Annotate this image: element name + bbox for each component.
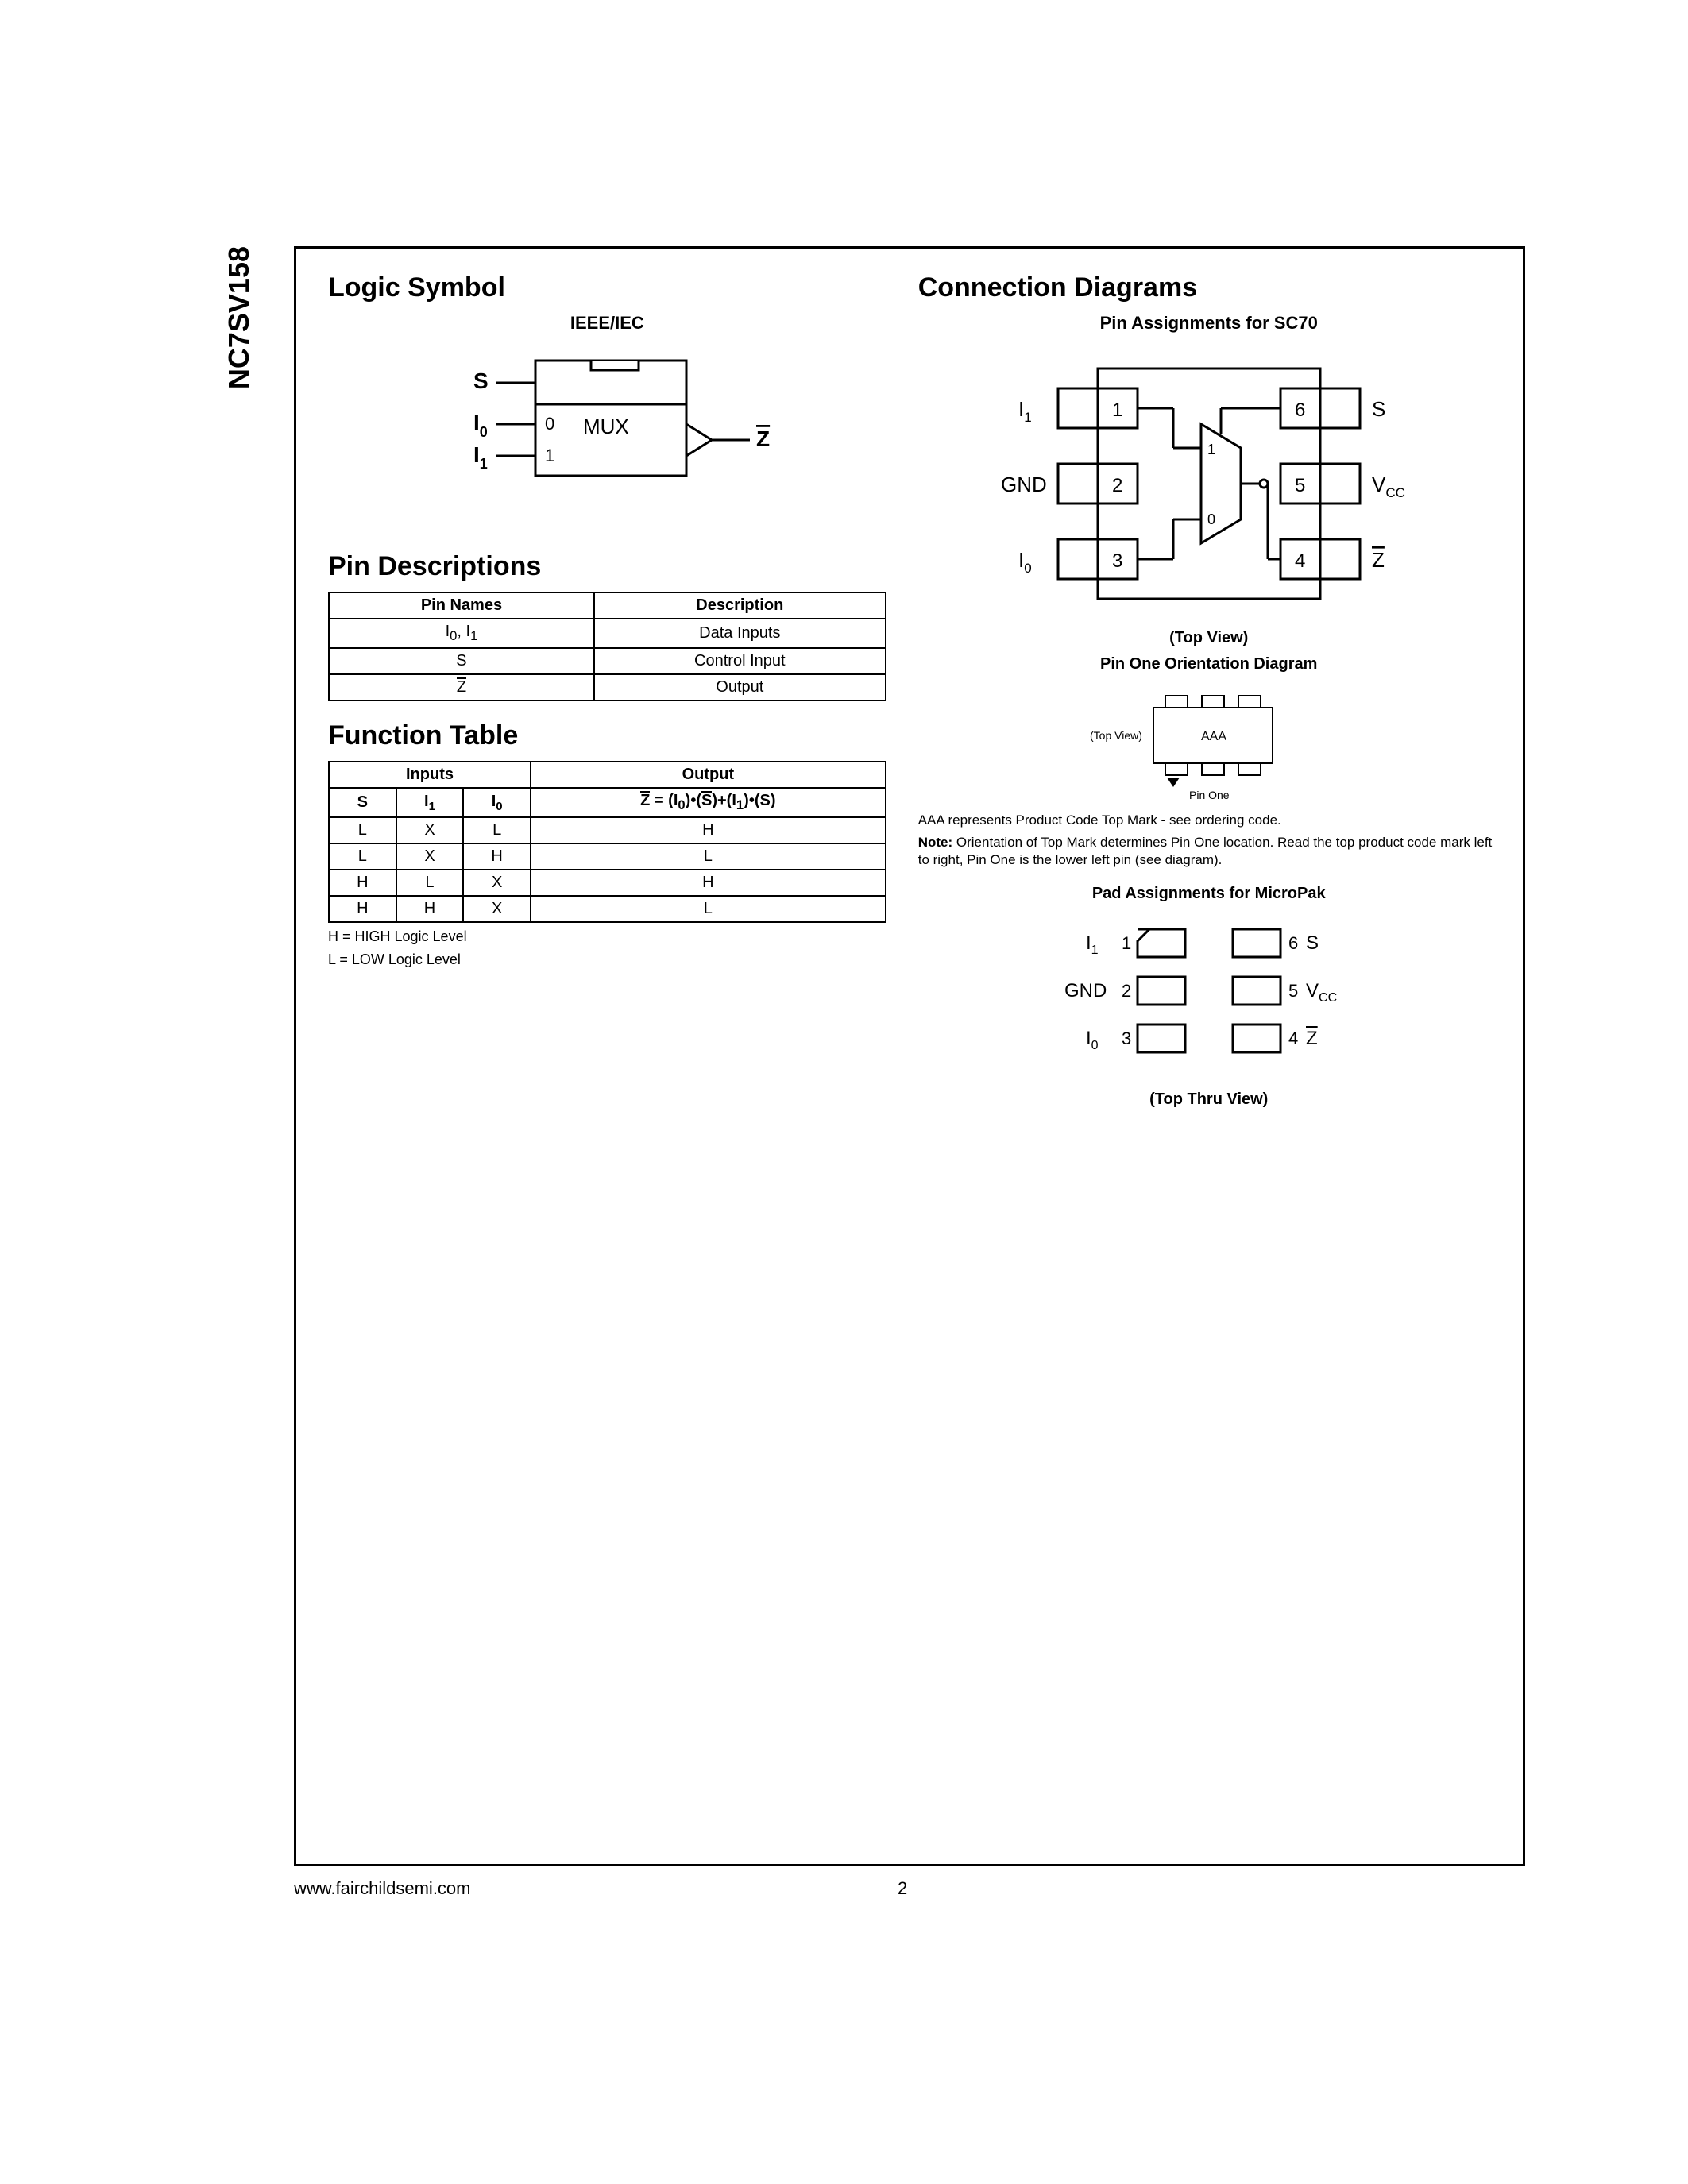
orientation-title: Pin One Orientation Diagram xyxy=(918,655,1500,673)
svg-text:3: 3 xyxy=(1122,1028,1131,1048)
svg-text:1: 1 xyxy=(1112,399,1122,421)
orientation-diagram: (Top View) AAA Pin One xyxy=(1066,680,1352,807)
aaa-note: AAA represents Product Code Top Mark - s… xyxy=(918,812,1500,829)
logic-symbol-subtitle: IEEE/IEC xyxy=(328,313,886,334)
footer-url: www.fairchildsemi.com xyxy=(294,1878,471,1899)
svg-text:4: 4 xyxy=(1295,550,1305,572)
logic-symbol-title: Logic Symbol xyxy=(328,272,886,303)
footer-page-number: 2 xyxy=(898,1878,907,1899)
th-i1: I1 xyxy=(396,788,464,817)
svg-text:2: 2 xyxy=(1112,475,1122,496)
svg-text:3: 3 xyxy=(1112,550,1122,572)
svg-text:2: 2 xyxy=(1122,981,1131,1001)
table-row: LXHL xyxy=(329,843,886,870)
pin-descriptions-table: Pin Names Description I0, I1Data InputsS… xyxy=(328,592,886,701)
th-inputs: Inputs xyxy=(329,762,531,788)
svg-text:I0: I0 xyxy=(1018,548,1032,576)
svg-text:5: 5 xyxy=(1295,475,1305,496)
th-pin-names: Pin Names xyxy=(329,592,594,619)
legend-high: H = HIGH Logic Level xyxy=(328,928,886,946)
legend-low: L = LOW Logic Level xyxy=(328,951,886,969)
svg-text:I0: I0 xyxy=(473,411,488,440)
micropak-title: Pad Assignments for MicroPak xyxy=(918,885,1500,903)
svg-text:4: 4 xyxy=(1288,1028,1298,1048)
micropak-caption: (Top Thru View) xyxy=(918,1090,1500,1109)
table-row: I0, I1Data Inputs xyxy=(329,619,886,648)
svg-text:I0: I0 xyxy=(1086,1028,1099,1052)
table-row: HLXH xyxy=(329,870,886,896)
svg-text:0: 0 xyxy=(545,414,554,434)
svg-text:Z: Z xyxy=(756,426,770,451)
pin-descriptions-title: Pin Descriptions xyxy=(328,551,886,582)
svg-text:MUX: MUX xyxy=(583,415,629,438)
function-table-title: Function Table xyxy=(328,720,886,751)
pin-s-label: S xyxy=(473,369,489,393)
svg-text:GND: GND xyxy=(1001,473,1047,496)
svg-text:1: 1 xyxy=(1207,442,1215,457)
svg-text:Pin One: Pin One xyxy=(1189,789,1230,801)
svg-text:(Top View): (Top View) xyxy=(1090,729,1142,742)
th-description: Description xyxy=(594,592,886,619)
micropak-diagram: I1 1 GND 2 I0 3 6 S 5 VCC 4 Z xyxy=(1042,909,1376,1084)
logic-symbol-diagram: S I0 I1 0 1 MUX Z xyxy=(416,345,798,527)
svg-text:1: 1 xyxy=(545,446,554,465)
svg-text:I1: I1 xyxy=(1086,932,1099,957)
sc70-title: Pin Assignments for SC70 xyxy=(918,313,1500,334)
svg-text:GND: GND xyxy=(1064,980,1107,1001)
svg-text:Z: Z xyxy=(1306,1028,1318,1049)
table-row: ZOutput xyxy=(329,674,886,700)
sc70-caption: (Top View) xyxy=(918,629,1500,647)
svg-text:I1: I1 xyxy=(473,442,488,472)
side-part-number: NC7SV158 xyxy=(222,246,256,389)
sc70-diagram: I1 1 GND 2 I0 3 6 S 5 VCC 4 Z 1 0 xyxy=(963,345,1455,623)
function-table: Inputs Output S I1 I0 Z = (I0)•(S)+(I1)•… xyxy=(328,761,886,923)
svg-text:5: 5 xyxy=(1288,981,1298,1001)
th-output: Output xyxy=(531,762,886,788)
svg-text:S: S xyxy=(1306,932,1319,954)
svg-text:1: 1 xyxy=(1122,933,1131,953)
page-frame: Logic Symbol IEEE/IEC xyxy=(294,246,1525,1866)
th-output-formula: Z = (I0)•(S)+(I1)•(S) xyxy=(531,788,886,817)
orientation-note: Note: Orientation of Top Mark determines… xyxy=(918,834,1500,869)
th-s: S xyxy=(329,788,396,817)
svg-text:0: 0 xyxy=(1207,511,1215,527)
svg-text:Z: Z xyxy=(1372,548,1385,572)
table-row: HHXL xyxy=(329,896,886,922)
svg-text:VCC: VCC xyxy=(1306,980,1337,1005)
svg-text:6: 6 xyxy=(1288,933,1298,953)
svg-text:AAA: AAA xyxy=(1201,730,1226,743)
connection-diagrams-title: Connection Diagrams xyxy=(918,272,1500,303)
th-i0: I0 xyxy=(463,788,531,817)
table-row: LXLH xyxy=(329,817,886,843)
svg-text:VCC: VCC xyxy=(1372,473,1405,500)
table-row: SControl Input xyxy=(329,648,886,674)
svg-text:I1: I1 xyxy=(1018,397,1032,425)
svg-text:S: S xyxy=(1372,397,1385,421)
svg-text:6: 6 xyxy=(1295,399,1305,421)
